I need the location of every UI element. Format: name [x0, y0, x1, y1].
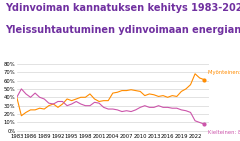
- Text: Ydinvoiman kannatuksen kehitys 1983-2024: Ydinvoiman kannatuksen kehitys 1983-2024: [5, 3, 240, 13]
- Text: Myönteinen: 61 %: Myönteinen: 61 %: [208, 70, 240, 75]
- Text: Kielteinen: 8 %: Kielteinen: 8 %: [208, 130, 240, 135]
- Text: Yleissuhtautuminen ydinvoimaan energianlähteenä: Yleissuhtautuminen ydinvoimaan energianl…: [5, 25, 240, 35]
